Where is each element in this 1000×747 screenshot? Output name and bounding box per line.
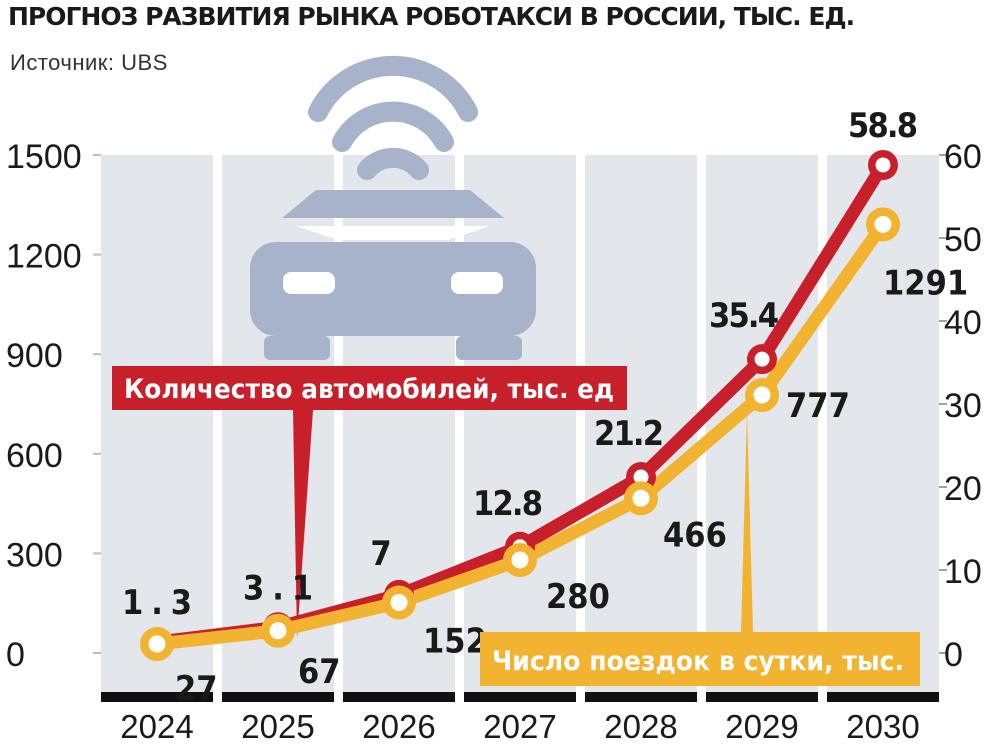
- legend-trips-box: [480, 632, 920, 686]
- point-trips-center: [390, 594, 408, 612]
- x-tick-label: 2029: [725, 708, 798, 745]
- car-with-wifi-signal-icon: [250, 55, 536, 360]
- wifi-arc-middle: [332, 101, 454, 152]
- data-label-trips: 466: [663, 515, 727, 555]
- x-tick-label: 2024: [120, 708, 193, 745]
- point-trips-center: [753, 386, 771, 404]
- y-left-tick-label: 300: [6, 536, 63, 574]
- year-bar: [101, 692, 213, 702]
- data-label-trips: 280: [546, 577, 610, 617]
- year-panel: [101, 155, 213, 692]
- point-cars-center: [754, 351, 770, 367]
- x-tick-label: 2025: [241, 708, 314, 745]
- point-trips-center: [632, 489, 650, 507]
- data-label-cars: 21.2: [594, 414, 664, 454]
- year-bar: [827, 692, 939, 702]
- wifi-arc-inner: [357, 147, 429, 180]
- point-cars-center: [633, 469, 649, 485]
- data-label-trips: 152: [423, 622, 487, 662]
- data-label-cars: 7: [370, 534, 391, 574]
- y-right-tick-label: 50: [944, 221, 982, 259]
- year-bar: [585, 692, 697, 702]
- data-label-cars: 35.4: [709, 296, 779, 336]
- data-label-trips: 1291: [883, 263, 968, 303]
- chart-source: Источник: UBS: [10, 50, 168, 75]
- year-bar: [706, 692, 818, 702]
- year-panel: [827, 155, 939, 692]
- legend-cars-label: Количество автомобилей, тыс. ед: [124, 374, 614, 405]
- chart-title: ПРОГНОЗ РАЗВИТИЯ РЫНКА РОБОТАКСИ В РОССИ…: [8, 2, 855, 31]
- car-roof: [282, 190, 504, 218]
- point-trips-center: [511, 551, 529, 569]
- point-cars-center: [875, 157, 891, 173]
- car-headlight-right: [451, 272, 503, 294]
- point-trips-center: [148, 635, 166, 653]
- car-wheel-left: [264, 336, 330, 360]
- year-bar: [464, 692, 576, 702]
- y-right-tick-label: 60: [944, 138, 982, 176]
- y-right-tick-label: 30: [944, 387, 982, 425]
- data-label-cars: 12.8: [473, 484, 543, 524]
- car-wheel-right: [456, 336, 522, 360]
- y-left-tick-label: 1200: [6, 238, 82, 276]
- y-left-tick-label: 900: [6, 337, 63, 375]
- cars-legend-pointer: [293, 410, 313, 638]
- data-label-trips: 777: [786, 386, 850, 426]
- y-left-tick-label: 1500: [6, 138, 82, 176]
- y-right-tick-label: 10: [944, 553, 982, 591]
- car-headlight-left: [283, 272, 335, 294]
- car-windshield: [296, 226, 490, 240]
- data-label-trips: 67: [298, 652, 341, 692]
- car-body: [250, 242, 536, 336]
- y-right-tick-label: 40: [944, 304, 982, 342]
- point-trips-center: [269, 622, 287, 640]
- x-tick-label: 2026: [362, 708, 435, 745]
- year-bar: [222, 692, 334, 702]
- legend-cars-box: [112, 366, 627, 410]
- x-tick-label: 2027: [483, 708, 556, 745]
- y-left-tick-label: 600: [6, 437, 63, 475]
- data-label-cars: 1.3: [122, 583, 192, 623]
- data-label-cars: 58.8: [848, 106, 918, 146]
- y-right-tick-label: 20: [944, 470, 982, 508]
- y-left-tick-label: 0: [6, 636, 25, 674]
- legend-trips-label: Число поездок в сутки, тыс.: [492, 646, 904, 677]
- y-right-tick-label: 0: [944, 636, 963, 674]
- x-tick-label: 2028: [604, 708, 677, 745]
- wifi-arc-outer: [308, 55, 478, 122]
- x-tick-label: 2030: [846, 708, 919, 745]
- point-trips-center: [874, 215, 892, 233]
- trips-legend-pointer: [741, 412, 753, 632]
- data-label-cars: 3.1: [243, 568, 313, 608]
- data-label-trips: 27: [175, 669, 218, 709]
- year-bar: [343, 692, 455, 702]
- year-panel: [585, 155, 697, 692]
